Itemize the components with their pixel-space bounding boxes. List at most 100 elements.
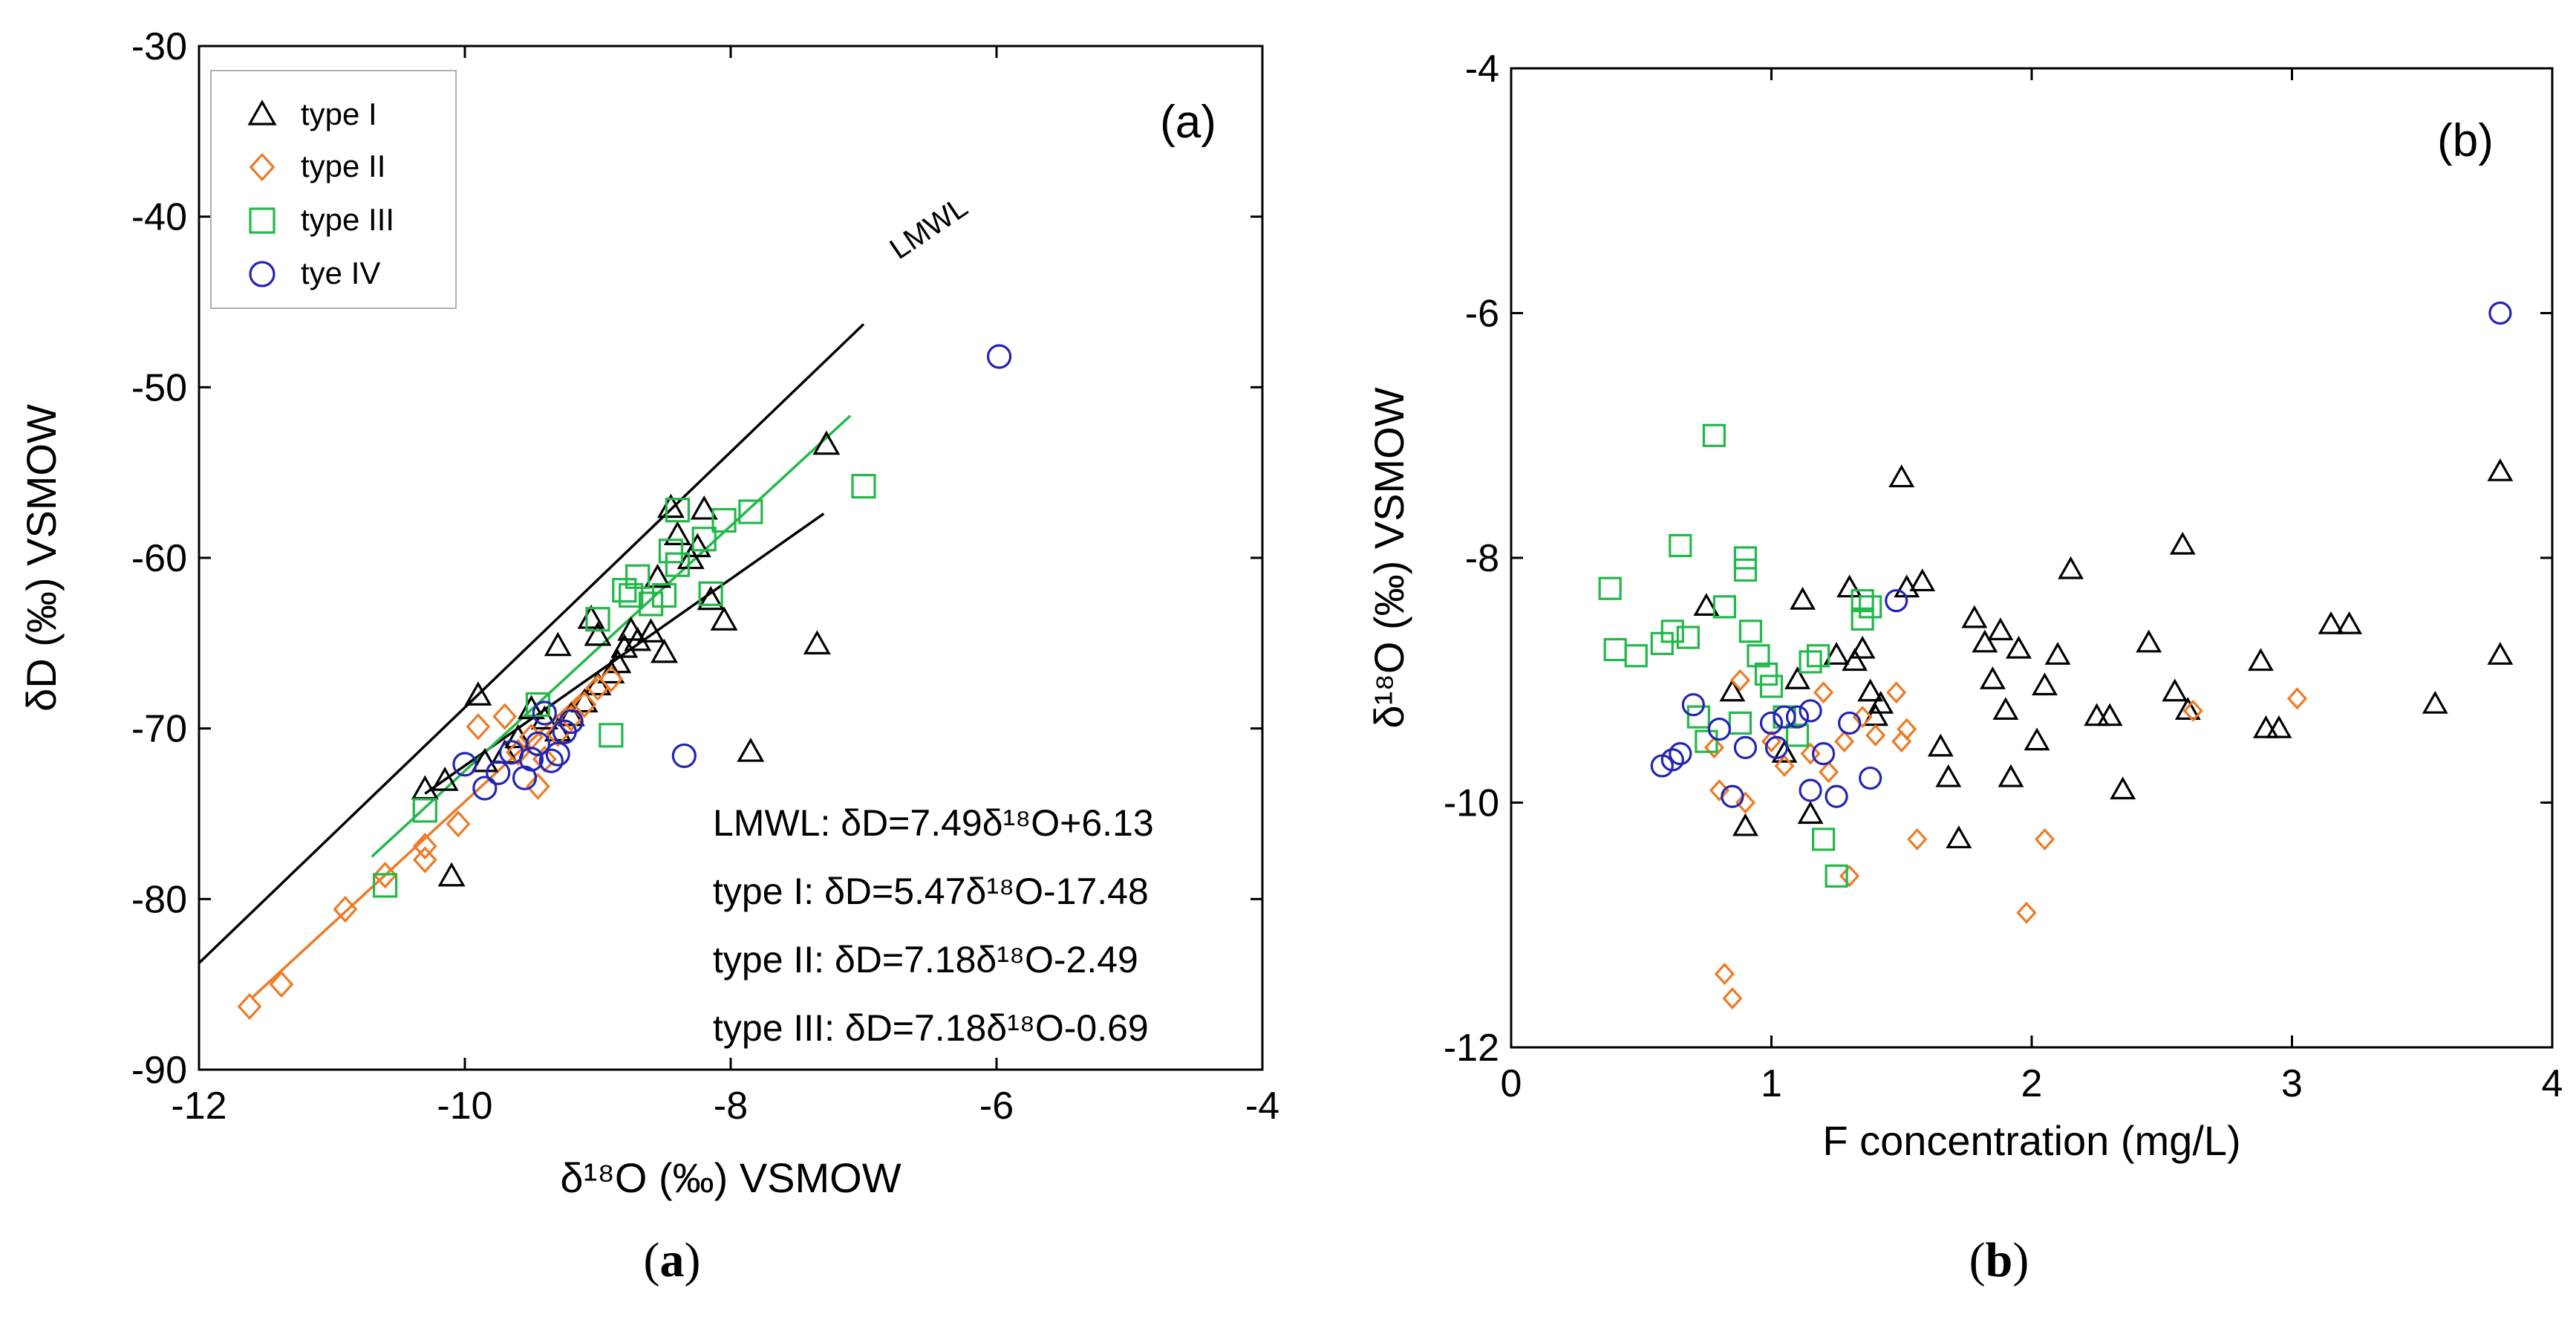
point-type-i <box>471 747 499 773</box>
point-type-iii <box>1733 546 1758 570</box>
point-type-iii <box>1695 729 1718 753</box>
point-tye-iv <box>518 747 544 772</box>
x-tick-label-a: -8 <box>714 1085 748 1128</box>
panel-a-title: (a) <box>1160 97 1216 148</box>
x-tick-label-b: 4 <box>2542 1062 2563 1105</box>
point-type-iii <box>638 591 664 617</box>
point-type-iii <box>651 582 677 608</box>
point-type-ii <box>269 971 294 998</box>
axis-ticks-a: -12 -10 -8 -6 -4 -90 -80 -70 -60 -50 -40 -30 <box>131 25 1279 1128</box>
legend-marker-type-ii <box>249 152 275 182</box>
point-type-i <box>2006 635 2032 659</box>
point-type-i <box>1946 825 1972 849</box>
point-type-i <box>2174 697 2201 721</box>
x-tick-label-a: -6 <box>979 1085 1014 1128</box>
point-type-iii <box>373 873 398 898</box>
point-type-i <box>1857 678 1884 702</box>
point-tye-iv <box>1885 589 1908 613</box>
point-type-i <box>2169 531 2196 555</box>
point-type-i <box>1987 617 2014 640</box>
point-tye-iv <box>2488 301 2512 325</box>
y-axis-label-b: δ¹⁸O (‰) VSMOW <box>1366 387 1412 728</box>
y-tick-label-b: -4 <box>1465 48 1499 91</box>
point-type-i <box>2253 715 2279 738</box>
point-type-i <box>1797 801 1824 825</box>
point-type-i <box>656 493 685 518</box>
point-type-iii <box>1825 864 1848 888</box>
x-tick-label-b: 3 <box>2281 1062 2303 1105</box>
point-type-ii <box>1897 718 1917 741</box>
point-type-i <box>663 521 691 545</box>
chart-panel-b: 0 1 2 3 4 -12 -10 -8 -6 -4 (b) F concentration (m… <box>1366 48 2563 1164</box>
point-type-ii <box>1852 706 1873 729</box>
data-points-b <box>1598 301 2514 1010</box>
point-tye-iv <box>986 344 1012 369</box>
point-type-ii <box>1729 669 1750 692</box>
point-type-ii <box>2286 687 2308 710</box>
point-type-i <box>437 862 466 887</box>
point-type-i <box>2162 678 2188 702</box>
fit-line-type-ii <box>251 678 599 999</box>
point-type-ii <box>1891 730 1912 753</box>
x-tick-label-a: -10 <box>437 1085 492 1128</box>
y-tick-label-a: -30 <box>131 25 187 68</box>
point-type-iii <box>1712 595 1737 619</box>
point-type-i <box>1972 629 1998 653</box>
point-tye-iv <box>1799 778 1822 802</box>
point-type-i <box>610 633 639 658</box>
point-tye-iv <box>532 700 558 726</box>
point-type-ii <box>2034 827 2055 851</box>
point-type-ii <box>1709 779 1729 802</box>
point-tye-iv <box>1799 699 1822 723</box>
point-tye-iv <box>1759 711 1784 735</box>
point-type-i <box>683 533 711 558</box>
y-tick-label-b: -10 <box>1444 782 1499 825</box>
point-type-iii <box>1686 705 1710 729</box>
point-type-iii <box>1859 595 1882 619</box>
caption-a: (a) <box>644 1233 701 1287</box>
point-type-ii <box>373 862 398 889</box>
point-type-i <box>2044 642 2071 665</box>
point-tye-iv <box>1825 784 1848 808</box>
point-type-i <box>604 648 632 674</box>
point-type-ii <box>446 810 471 838</box>
point-type-i <box>1935 764 1962 787</box>
point-type-iii <box>1812 827 1836 851</box>
point-type-iii <box>1676 625 1700 649</box>
point-type-i <box>1868 691 1894 714</box>
point-type-iii <box>612 578 637 603</box>
point-type-i <box>2487 642 2514 665</box>
point-type-iii <box>1733 558 1758 582</box>
y-tick-label-a: -80 <box>131 878 187 921</box>
point-type-i <box>1979 666 2006 689</box>
y-tick-label-b: -12 <box>1444 1027 1499 1070</box>
point-type-i <box>2032 672 2058 696</box>
point-type-iii <box>1728 711 1752 735</box>
point-type-iii <box>1738 620 1763 643</box>
point-tye-iv <box>1764 735 1789 759</box>
point-type-ii <box>526 773 550 800</box>
equation-type-ii: type II: δD=7.18δ¹⁸O-2.49 <box>713 939 1138 981</box>
point-type-i <box>2318 611 2344 634</box>
point-type-i <box>1784 666 1810 689</box>
caption-a-letter: a <box>660 1233 685 1287</box>
point-type-i <box>1732 813 1758 836</box>
point-type-ii <box>1722 987 1743 1010</box>
point-type-i <box>2136 629 2162 653</box>
legend-label-type-i: type I <box>301 97 377 131</box>
point-tye-iv <box>558 709 584 735</box>
panel-b-title: (b) <box>2437 115 2494 166</box>
point-type-i <box>2336 611 2363 634</box>
point-type-ii <box>1800 742 1821 765</box>
point-type-i <box>812 430 841 455</box>
point-tye-iv <box>452 752 477 777</box>
legend-label-type-ii: type II <box>301 149 385 183</box>
point-type-iii <box>658 539 684 564</box>
point-type-i <box>2058 556 2084 579</box>
point-type-iii <box>1603 637 1627 662</box>
point-tye-iv <box>1773 705 1796 729</box>
point-type-iii <box>711 507 737 533</box>
point-type-iii <box>1669 533 1692 558</box>
point-type-ii <box>1735 791 1756 814</box>
